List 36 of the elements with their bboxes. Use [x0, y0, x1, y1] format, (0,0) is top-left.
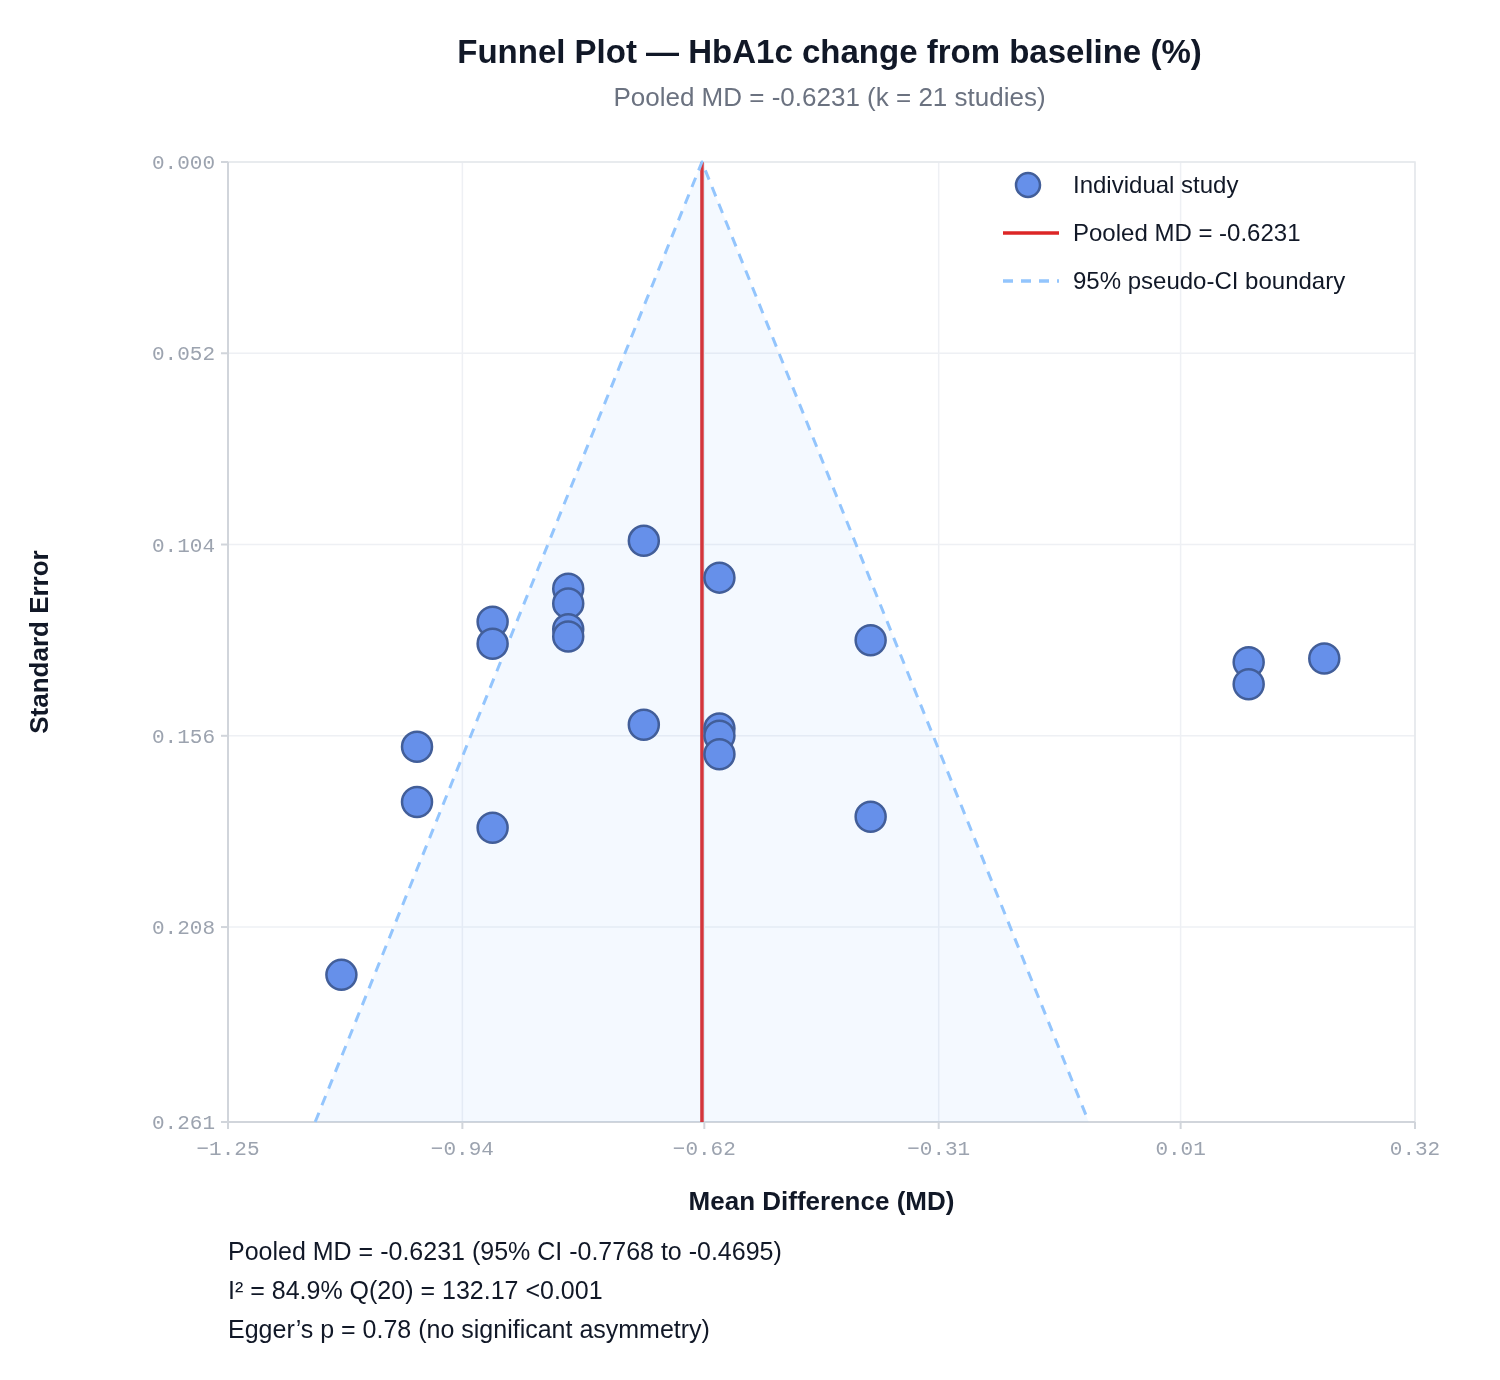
- point: [476, 811, 509, 844]
- point: [1232, 668, 1265, 701]
- point: [854, 800, 887, 833]
- x-tick-label: 0.32: [1389, 1138, 1441, 1161]
- text: I² = 84.9% Q(20) = 132.17 <0.001: [228, 1276, 603, 1304]
- y-axis-title: Standard Error: [24, 550, 54, 734]
- point: [854, 623, 887, 657]
- point: [703, 561, 736, 594]
- y-tick-label: 0.104: [151, 534, 215, 558]
- y-tick-label: 0.156: [151, 725, 215, 749]
- x-tick-label: −0.62: [672, 1138, 736, 1161]
- point: [703, 737, 736, 771]
- y-tick-label: 0.261: [151, 1112, 215, 1135]
- point: [627, 524, 661, 558]
- x-tick-label: −1.25: [196, 1138, 260, 1161]
- y-tick-label: 0.208: [151, 917, 215, 941]
- point: [400, 730, 434, 764]
- point: [476, 627, 509, 661]
- text: Pooled MD = -0.6231 (95% CI -0.7768 to -0.4695): [228, 1237, 782, 1265]
- y-tick-label: 0.052: [151, 343, 215, 367]
- x-tick-label: 0.01: [1155, 1138, 1206, 1161]
- point: [1308, 642, 1341, 675]
- point: [627, 708, 661, 742]
- point: [400, 785, 434, 819]
- text: Egger’s p = 0.78 (no significant asymmetry): [228, 1315, 710, 1343]
- legend-label: 95% pseudo-CI boundary: [1073, 267, 1346, 294]
- x-tick-label: −0.31: [907, 1138, 971, 1161]
- chart-title: Funnel Plot — HbA1c change from baseline (%): [457, 33, 1202, 70]
- chart-subtitle: Pooled MD = -0.6231 (k = 21 studies): [613, 82, 1046, 112]
- x-axis-title: Mean Difference (MD): [688, 1186, 955, 1216]
- x-tick-label: −0.94: [430, 1138, 494, 1161]
- point: [551, 620, 585, 653]
- legend-label: Pooled MD = -0.6231: [1073, 219, 1301, 246]
- point: [325, 958, 358, 992]
- legend-label: Individual study: [1073, 171, 1239, 198]
- y-tick-label: 0.000: [151, 152, 215, 175]
